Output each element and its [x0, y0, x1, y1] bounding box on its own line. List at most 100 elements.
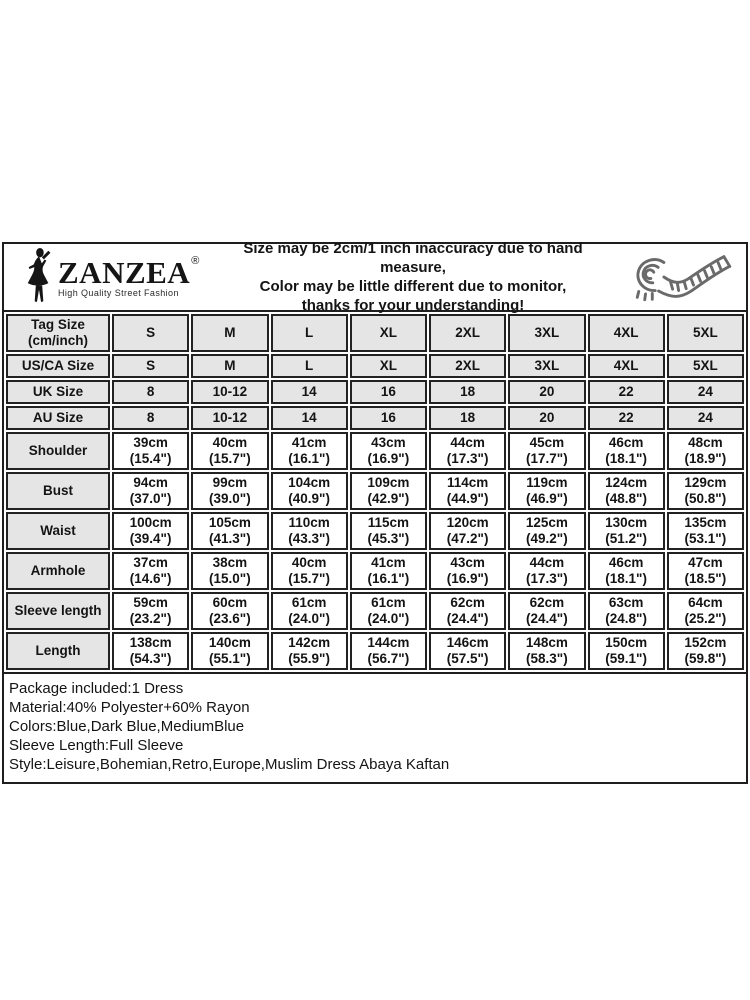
table-cell: XL	[349, 314, 427, 352]
table-cell: 4XL	[587, 314, 665, 352]
table-cell: 43cm (16.9")	[349, 432, 427, 470]
table-cell: 20	[508, 406, 586, 430]
row-label: Length	[6, 632, 110, 670]
table-cell: 47cm (18.5")	[666, 552, 744, 590]
table-cell: 148cm (58.3")	[508, 632, 586, 670]
row-label: AU Size	[6, 406, 110, 430]
table-cell: 105cm (41.3")	[191, 512, 269, 550]
table-cell: 46cm (18.1")	[587, 552, 665, 590]
table-row: Bust 94cm (37.0") 99cm (39.0") 104cm (40.9") 10…	[6, 472, 744, 510]
table-cell: 5XL	[666, 354, 744, 378]
woman-silhouette-icon	[27, 247, 51, 302]
size-table-body: Tag Size (cm/inch) S M L XL 2XL 3XL 4XL 5XL US/CA …	[6, 314, 744, 670]
table-cell: 22	[587, 406, 665, 430]
table-cell: 61cm (24.0")	[270, 592, 348, 630]
table-cell: 120cm (47.2")	[429, 512, 507, 550]
details-line: Package included:1 Dress	[9, 680, 184, 697]
table-cell: 94cm (37.0")	[112, 472, 190, 510]
row-label: Shoulder	[6, 432, 110, 470]
brand-tagline: High Quality Street Fashion	[58, 287, 179, 298]
registered-trademark-symbol: ®	[191, 254, 200, 267]
table-row: AU Size 8 10-12 14 16 18 20 22 24	[6, 406, 744, 430]
table-cell: S	[112, 354, 190, 378]
table-cell: 64cm (25.2")	[666, 592, 744, 630]
table-cell: 130cm (51.2")	[587, 512, 665, 550]
size-chart-sheet: ZANZEA ® High Quality Street Fashion Siz…	[2, 240, 748, 784]
table-cell: 43cm (16.9")	[429, 552, 507, 590]
table-cell: 99cm (39.0")	[191, 472, 269, 510]
table-cell: 60cm (23.6")	[191, 592, 269, 630]
table-row: Armhole 37cm (14.6") 38cm (15.0") 40cm (15.7")…	[6, 552, 744, 590]
disclaimer-line: thanks for your understanding!	[301, 297, 525, 314]
table-cell: 104cm (40.9")	[270, 472, 348, 510]
table-row: Sleeve length 59cm (23.2") 60cm (23.6") 61cm(…	[6, 592, 744, 630]
table-cell: 62cm (24.4")	[429, 592, 507, 630]
table-cell: 45cm (17.7")	[508, 432, 586, 470]
table-cell: 144cm (56.7")	[349, 632, 427, 670]
table-row: Waist 100cm (39.4") 105cm (41.3") 110cm (43.3"…	[6, 512, 744, 550]
product-details: Package included:1 Dress Material:40% Pol…	[4, 672, 746, 782]
table-cell: 125cm (49.2")	[508, 512, 586, 550]
disclaimer-line: Size may be 2cm/1 inch inaccuracy due to…	[243, 240, 583, 276]
table-cell: 3XL	[508, 314, 586, 352]
table-cell: L	[270, 354, 348, 378]
table-row: Tag Size (cm/inch) S M L XL 2XL 3XL 4XL 5XL	[6, 314, 744, 352]
table-cell: 14	[270, 406, 348, 430]
table-cell: S	[112, 314, 190, 352]
table-cell: 152cm (59.8")	[666, 632, 744, 670]
row-label: Sleeve length	[6, 592, 110, 630]
table-cell: 3XL	[508, 354, 586, 378]
table-cell: 20	[508, 380, 586, 404]
table-cell: 5XL	[666, 314, 744, 352]
header: ZANZEA ® High Quality Street Fashion Siz…	[4, 240, 746, 314]
brand-name: ZANZEA	[58, 254, 191, 290]
row-label: Armhole	[6, 552, 110, 590]
table-cell: 146cm (57.5")	[429, 632, 507, 670]
table-row: US/CA Size S M L XL 2XL 3XL 4XL 5XL	[6, 354, 744, 378]
table-cell: M	[191, 314, 269, 352]
size-table: Tag Size (cm/inch) S M L XL 2XL 3XL 4XL 5XL US/CA …	[4, 312, 746, 672]
table-cell: 24	[666, 406, 744, 430]
tape-measure-icon	[612, 247, 740, 307]
table-cell: 61cm (24.0")	[349, 592, 427, 630]
details-line: Sleeve Length:Full Sleeve	[9, 737, 184, 754]
table-cell: 115cm (45.3")	[349, 512, 427, 550]
table-cell: 8	[112, 406, 190, 430]
table-cell: 37cm (14.6")	[112, 552, 190, 590]
table-cell: 142cm (55.9")	[270, 632, 348, 670]
table-cell: 140cm (55.1")	[191, 632, 269, 670]
table-cell: 10-12	[191, 406, 269, 430]
table-cell: 119cm (46.9")	[508, 472, 586, 510]
table-cell: 59cm (23.2")	[112, 592, 190, 630]
table-cell: 14	[270, 380, 348, 404]
table-cell: 150cm (59.1")	[587, 632, 665, 670]
row-label: Tag Size (cm/inch)	[6, 314, 110, 352]
table-cell: 138cm (54.3")	[112, 632, 190, 670]
brand-text-block: ZANZEA ® High Quality Street Fashion	[58, 254, 200, 298]
table-row: UK Size 8 10-12 14 16 18 20 22 24	[6, 380, 744, 404]
details-line: Style:Leisure,Bohemian,Retro,Europe,Musl…	[9, 756, 450, 773]
table-cell: 110cm (43.3")	[270, 512, 348, 550]
table-cell: 109cm (42.9")	[349, 472, 427, 510]
table-cell: 24	[666, 380, 744, 404]
table-cell: 18	[429, 406, 507, 430]
table-cell: L	[270, 314, 348, 352]
table-cell: 10-12	[191, 380, 269, 404]
brand-logo: ZANZEA ® High Quality Street Fashion	[10, 247, 220, 307]
table-cell: 22	[587, 380, 665, 404]
table-cell: 2XL	[429, 314, 507, 352]
table-cell: 39cm (15.4")	[112, 432, 190, 470]
table-cell: 2XL	[429, 354, 507, 378]
table-cell: 62cm (24.4")	[508, 592, 586, 630]
table-cell: 41cm (16.1")	[349, 552, 427, 590]
measure-disclaimer: Size may be 2cm/1 inch inaccuracy due to…	[220, 239, 612, 315]
table-row: Length 138cm (54.3") 140cm (55.1") 142cm (55.9…	[6, 632, 744, 670]
table-cell: 114cm (44.9")	[429, 472, 507, 510]
details-line: Material:40% Polyester+60% Rayon	[9, 699, 250, 716]
table-cell: 129cm (50.8")	[666, 472, 744, 510]
table-cell: 8	[112, 380, 190, 404]
disclaimer-line: Color may be little different due to mon…	[259, 278, 567, 295]
table-cell: 135cm (53.1")	[666, 512, 744, 550]
table-cell: 124cm (48.8")	[587, 472, 665, 510]
table-cell: 46cm (18.1")	[587, 432, 665, 470]
